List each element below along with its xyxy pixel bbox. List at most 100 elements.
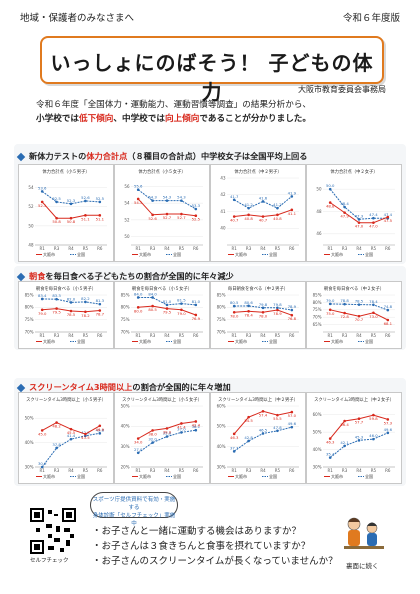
qr-code-icon[interactable] xyxy=(30,508,76,554)
data-point-national xyxy=(98,200,102,204)
data-label-national: 42.8 xyxy=(81,430,90,435)
data-point-national xyxy=(40,190,44,193)
x-tick-label: R3 xyxy=(342,468,348,473)
data-point-osaka xyxy=(386,318,390,322)
intro-line-2: 小学校では低下傾向、中学校では向上傾向であることが分かりました。 xyxy=(36,113,396,126)
data-label-national: 79.0 xyxy=(326,298,335,303)
x-tick-label: R1 xyxy=(328,333,334,338)
data-point-national xyxy=(357,218,361,221)
data-point-osaka xyxy=(151,429,154,432)
page-title: いっしょにのばそう！ 子どもの体力 xyxy=(50,51,374,104)
series-line-national xyxy=(42,298,100,305)
chart-svg: 毎日朝食を食べる（中２男子） 大阪市 全国 70% 75% 80% 85% R1 R3 R4 R5 R… xyxy=(217,285,299,344)
data-label-national: 81.5 xyxy=(177,298,186,303)
data-label-national: 74.8 xyxy=(384,304,393,309)
data-label-national: 47.4 xyxy=(384,212,393,217)
bubble-line-1: スポーツ庁提供資料で有効・実施する xyxy=(92,497,176,511)
series-line-national xyxy=(329,188,388,220)
section-screen-title: スクリーンタイム3時間以上の割合が全国的に年々増加 xyxy=(16,381,231,393)
data-point-national xyxy=(69,437,73,441)
data-label-osaka: 79.5 xyxy=(163,310,172,315)
data-point-osaka xyxy=(357,417,361,421)
data-point-national xyxy=(276,306,279,310)
legend-label-osaka: 大阪市 xyxy=(235,473,247,479)
y-tick-label: 60% xyxy=(313,412,322,417)
data-label-osaka: 50.8 xyxy=(52,219,61,224)
data-label-national: 84.0 xyxy=(148,291,157,296)
data-label-osaka: 54.5 xyxy=(134,200,143,205)
data-point-osaka xyxy=(357,314,361,318)
data-label-national: 54.3 xyxy=(163,195,172,200)
chart-title: スクリーンタイム3時間以上（中２男子） xyxy=(218,396,298,403)
chart-title: スクリーンタイム3時間以上（小５男子） xyxy=(26,396,106,403)
data-point-national xyxy=(276,429,279,433)
x-tick-label: R1 xyxy=(232,468,238,473)
data-label-national: 55.6 xyxy=(134,184,143,189)
y-tick-label: 52 xyxy=(28,204,34,209)
chart-svg: 体力合計点（小５男子） 大阪市 全国 48 50 52 54 R1 R3 R4 R5 R6 53.6 52… xyxy=(28,168,107,257)
y-tick-label: 65% xyxy=(313,322,322,327)
x-tick-label: R4 xyxy=(68,333,74,338)
data-label-osaka: 78.2 xyxy=(81,313,90,318)
legend-label-osaka: 大阪市 xyxy=(139,338,151,344)
data-point-osaka xyxy=(386,215,390,219)
data-label-osaka: 79.5 xyxy=(52,310,61,315)
data-label-national: 41.2 xyxy=(244,202,253,207)
data-label-national: 35.0 xyxy=(163,431,172,436)
x-tick-label: R5 xyxy=(179,333,185,338)
data-point-osaka xyxy=(290,208,294,212)
data-point-osaka xyxy=(40,429,44,432)
x-tick-label: R4 xyxy=(356,246,362,251)
data-label-national: 82.2 xyxy=(81,296,90,301)
year-label: 令和６年度版 xyxy=(342,13,400,24)
data-point-national xyxy=(136,296,140,299)
y-tick-label: 43 xyxy=(220,175,226,180)
data-label-national: 37.7 xyxy=(230,445,239,450)
data-point-osaka xyxy=(55,216,58,220)
self-check-bubble: スポーツ庁提供資料で有効・実施する 身体診断「セルフチェック」実施中 xyxy=(90,492,178,527)
data-label-osaka: 59.8 xyxy=(369,416,378,421)
legend-label-osaka: 大阪市 xyxy=(331,251,343,257)
data-point-national xyxy=(386,308,390,312)
data-label-osaka: 68.1 xyxy=(384,321,393,326)
diamond-icon xyxy=(16,152,26,161)
data-label-national: 84.0 xyxy=(134,291,143,296)
x-tick-label: R3 xyxy=(150,333,156,338)
intro-line-1: 令和６年度「全国体力・運動能力、運動習慣等調査」の結果分析から、 xyxy=(36,100,312,110)
data-point-national xyxy=(247,206,250,210)
data-label-national: 52.5 xyxy=(96,196,105,201)
data-point-national xyxy=(261,306,265,310)
x-tick-label: R1 xyxy=(328,468,334,473)
x-tick-label: R6 xyxy=(97,333,103,338)
data-point-national xyxy=(151,199,154,202)
data-label-national: 78.5 xyxy=(355,299,364,304)
data-label-osaka: 51.1 xyxy=(96,216,105,221)
data-point-national xyxy=(328,302,332,306)
data-label-national: 82.0 xyxy=(67,296,76,301)
data-point-national xyxy=(232,198,236,202)
y-tick-label: 30% xyxy=(25,464,34,469)
data-point-national xyxy=(165,435,169,438)
x-tick-label: R6 xyxy=(289,333,295,338)
intro-text: であることが分かりました。 xyxy=(199,114,311,124)
x-tick-label: R3 xyxy=(342,246,348,251)
chart-title: 朝食を毎日食べる（中２女子） xyxy=(324,285,384,292)
chart-title: スクリーンタイム3時間以上（中２女子） xyxy=(314,396,394,403)
legend-label-national: 全国 xyxy=(269,251,277,257)
data-label-national: 42.1 xyxy=(340,440,349,445)
data-point-national xyxy=(232,450,236,453)
data-point-osaka xyxy=(372,311,375,315)
data-label-national: 49.6 xyxy=(384,427,393,432)
data-point-osaka xyxy=(261,409,265,413)
data-label-osaka: 76.9 xyxy=(192,316,201,321)
data-label-osaka: 41.1 xyxy=(288,211,297,216)
section-highlight: スクリーンタイム3時間以上 xyxy=(29,382,133,392)
legend-label-osaka: 大阪市 xyxy=(43,473,55,479)
data-label-national: 41.6 xyxy=(259,195,268,200)
data-label-osaka: 72.8 xyxy=(340,314,349,319)
legend-label-osaka: 大阪市 xyxy=(43,251,55,257)
y-tick-label: 41 xyxy=(220,209,226,214)
data-label-osaka: 57.3 xyxy=(384,420,393,425)
data-label-osaka: 48.2 xyxy=(52,424,61,429)
y-tick-label: 50 xyxy=(124,234,130,239)
